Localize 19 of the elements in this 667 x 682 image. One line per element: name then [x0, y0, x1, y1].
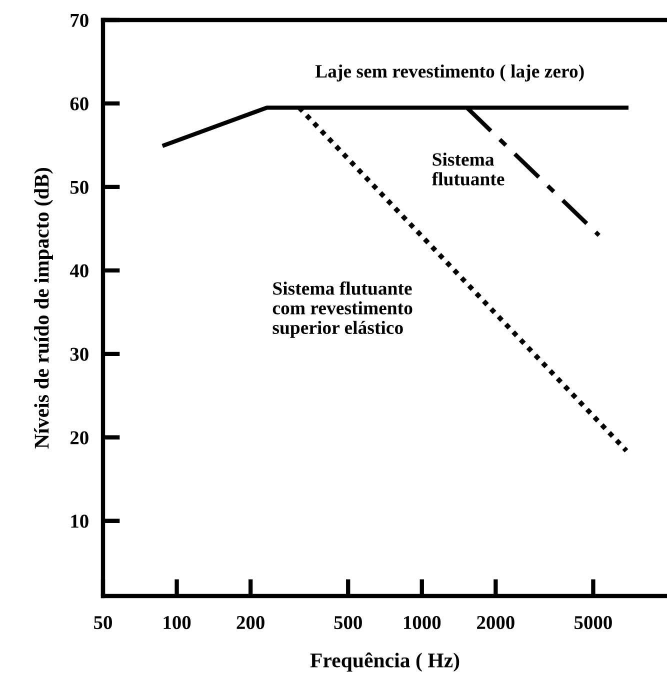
y-tick-label: 20: [70, 431, 88, 444]
y-tick-label: 30: [70, 348, 88, 361]
y-tick-label: 50: [70, 180, 88, 194]
x-tick-label: 5000: [574, 616, 612, 630]
x-tick-label: 100: [164, 616, 191, 630]
y-tick-label: 10: [71, 514, 88, 528]
annotation: Sistema flutuante: [432, 152, 504, 186]
y-axis-title: Níveis de ruído de impacto (dB): [34, 168, 53, 449]
annotation: Laje sem revestimento ( laje zero): [315, 64, 584, 82]
y-tick-label: 40: [70, 264, 88, 278]
x-tick-label: 500: [334, 616, 362, 630]
x-axis-title: Frequência ( Hz): [310, 652, 460, 672]
x-tick-label: 200: [236, 616, 264, 630]
x-tick-label: 1000: [404, 616, 441, 630]
y-tick-label: 60: [70, 97, 88, 110]
x-tick-label: 50: [94, 616, 112, 630]
annotation: Sistema flutuante com revestimento superior elástico: [272, 281, 412, 338]
y-tick-label: 70: [70, 14, 88, 27]
x-tick-label: 2000: [477, 616, 514, 630]
